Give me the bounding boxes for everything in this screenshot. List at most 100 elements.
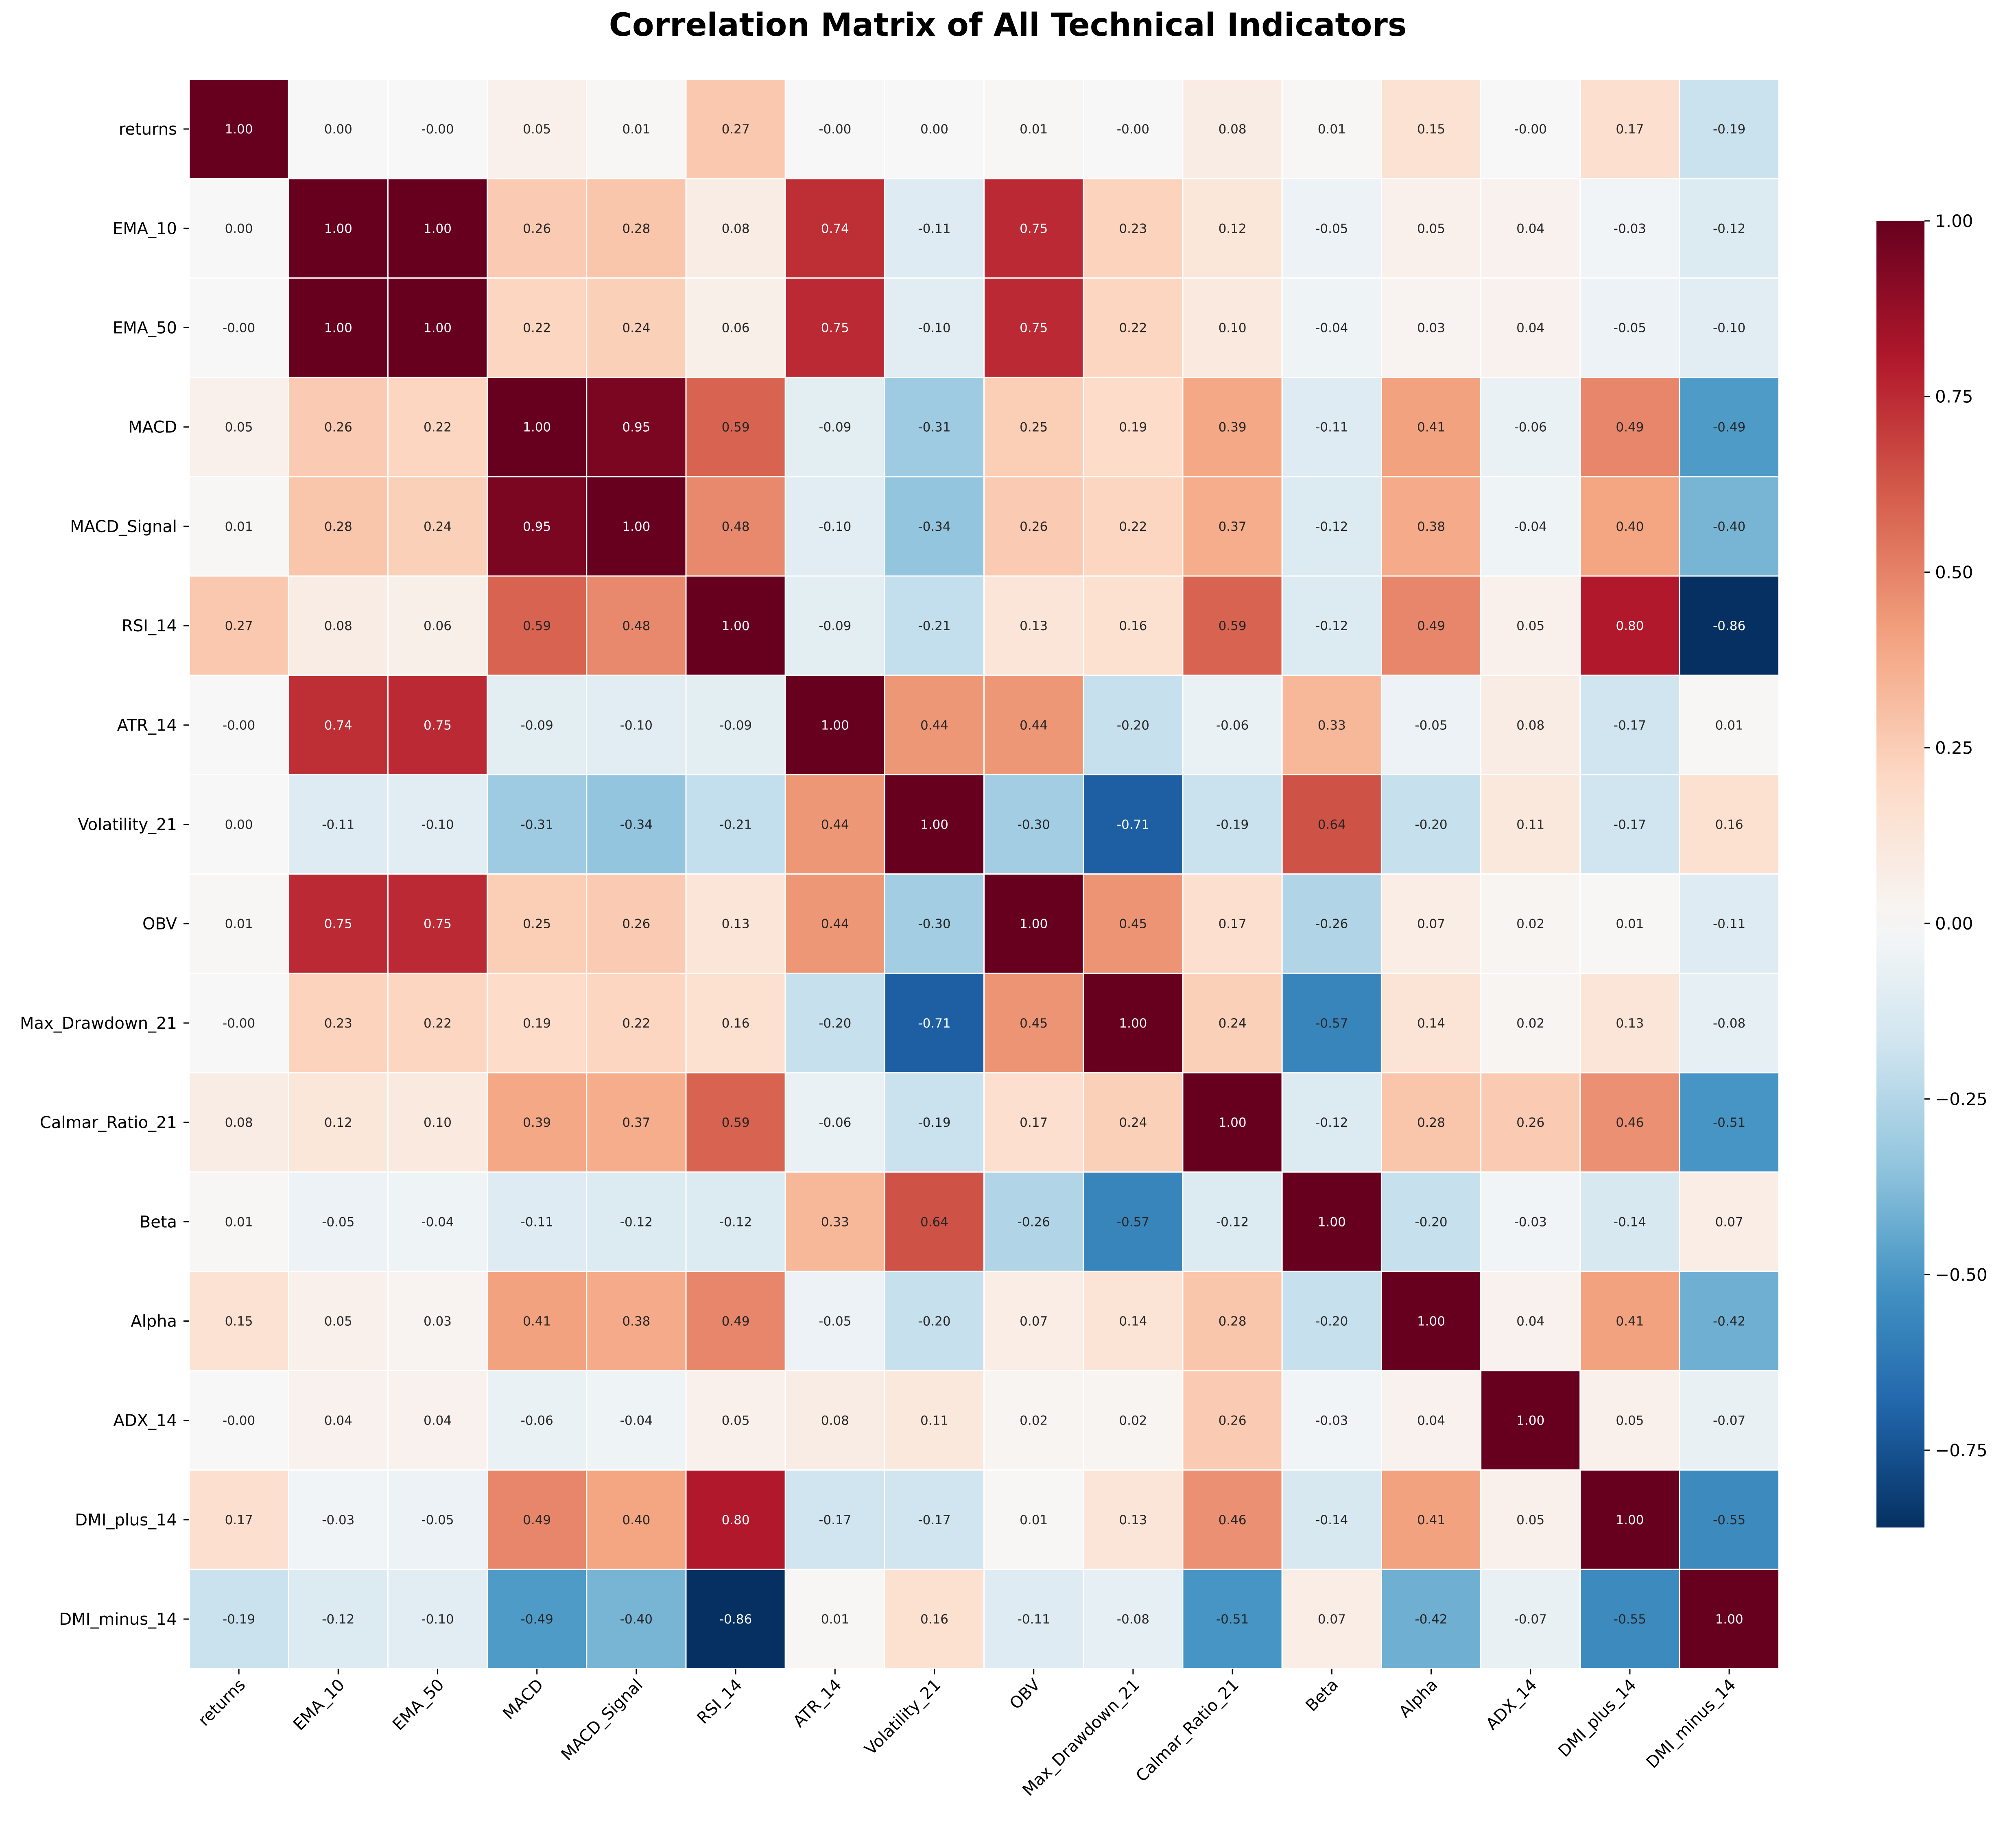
- cell-value-label: 0.80: [1616, 619, 1644, 633]
- cell-value-label: 0.07: [1318, 1612, 1346, 1627]
- cell-value-label: -0.17: [1614, 718, 1646, 733]
- cell-value-label: 0.26: [523, 221, 551, 236]
- cell-value-label: 0.48: [622, 619, 650, 633]
- cell-value-label: -0.12: [322, 1612, 354, 1627]
- cell-value-label: 0.17: [225, 1513, 253, 1527]
- heatmap-cell: [188, 178, 289, 279]
- colorbar-tick-label: 0.75: [1935, 387, 1973, 407]
- heatmap-cell: [1083, 1072, 1184, 1173]
- heatmap-cell: [1480, 1469, 1581, 1570]
- cell-value-label: -0.12: [1315, 1115, 1348, 1130]
- cell-value-label: 1.00: [1715, 1612, 1743, 1627]
- heatmap-cell: [487, 1370, 588, 1471]
- heatmap-cell: [586, 1569, 687, 1669]
- cell-value-label: -0.14: [1614, 1215, 1646, 1229]
- heatmap-cell: [387, 377, 488, 478]
- heatmap-cell: [884, 1270, 985, 1372]
- cell-value-label: 0.44: [821, 818, 849, 832]
- heatmap-cell: [1679, 476, 1780, 577]
- cell-value-label: -0.40: [620, 1612, 653, 1627]
- cell-value-label: 0.13: [722, 917, 750, 932]
- cell-value-label: -0.55: [1713, 1513, 1745, 1527]
- y-tick-label: ATR_14: [117, 716, 177, 735]
- heatmap-cell: [487, 973, 588, 1074]
- cell-value-label: 0.08: [722, 221, 750, 236]
- cell-value-label: 0.26: [622, 917, 650, 932]
- heatmap-cell: [1281, 1072, 1382, 1173]
- heatmap-cell: [288, 774, 389, 875]
- heatmap-cell: [1281, 575, 1382, 676]
- cell-value-label: 0.07: [1417, 917, 1445, 932]
- cell-value-label: 0.27: [225, 619, 253, 633]
- y-tick-label: Max_Drawdown_21: [20, 1014, 177, 1033]
- heatmap-cell: [288, 178, 389, 279]
- cell-value-label: 0.08: [225, 1115, 253, 1130]
- heatmap-cell: [1480, 774, 1581, 875]
- cell-value-label: -0.09: [521, 718, 553, 733]
- cell-value-label: 0.75: [821, 321, 849, 336]
- heatmap-cell: [188, 774, 289, 875]
- heatmap-cell: [685, 873, 786, 974]
- cell-value-label: -0.12: [1315, 519, 1348, 534]
- heatmap-cell: [487, 674, 588, 775]
- cell-value-label: 0.07: [1020, 1314, 1048, 1329]
- cell-value-label: -0.20: [819, 1016, 851, 1031]
- cell-value-label: 0.46: [1616, 1115, 1644, 1130]
- heatmap-cell: [1380, 973, 1482, 1074]
- cell-value-label: -0.09: [719, 718, 752, 733]
- heatmap-cell: [784, 1171, 885, 1272]
- colorbar-tick-label: −0.25: [1935, 1089, 1988, 1109]
- cell-value-label: -0.21: [918, 619, 950, 633]
- cell-value-label: -0.11: [1315, 420, 1348, 435]
- heatmap-cell: [1182, 1469, 1283, 1570]
- cell-value-label: -0.00: [223, 1016, 255, 1031]
- heatmap-cell: [1380, 476, 1482, 577]
- heatmap-cell: [1182, 774, 1283, 875]
- cell-value-label: -0.19: [1713, 122, 1745, 137]
- cell-value-label: -0.19: [918, 1115, 950, 1130]
- cell-value-label: -0.05: [819, 1314, 851, 1329]
- cell-value-label: -0.04: [1315, 321, 1348, 336]
- cell-value-label: 0.49: [1417, 619, 1445, 633]
- heatmap-cell: [586, 674, 687, 775]
- cell-value-label: 0.41: [1616, 1314, 1644, 1329]
- heatmap-cell: [1281, 1171, 1382, 1272]
- cell-value-label: 0.75: [324, 917, 352, 932]
- cell-value-label: 0.59: [722, 1115, 750, 1130]
- cell-value-label: -0.04: [620, 1414, 653, 1428]
- heatmap-cell: [487, 1072, 588, 1173]
- heatmap-cell: [1380, 674, 1482, 775]
- cell-value-label: -0.10: [421, 1612, 454, 1627]
- cell-value-label: 0.75: [1020, 221, 1048, 236]
- y-tick-label: MACD_Signal: [70, 517, 177, 536]
- heatmap-cell: [1480, 1171, 1581, 1272]
- heatmap-cell: [1579, 476, 1680, 577]
- cell-value-label: 1.00: [424, 221, 452, 236]
- cell-value-label: -0.17: [1614, 818, 1646, 832]
- heatmap-cell: [1380, 1072, 1482, 1173]
- heatmap-cell: [983, 79, 1084, 179]
- heatmap-cell: [1679, 1469, 1780, 1570]
- cell-value-label: -0.00: [421, 122, 454, 137]
- heatmap-cell: [487, 1469, 588, 1570]
- heatmap-cell: [586, 1171, 687, 1272]
- cell-value-label: -0.17: [819, 1513, 851, 1527]
- cell-value-label: -0.30: [918, 917, 950, 932]
- heatmap-cell: [288, 674, 389, 775]
- heatmap-cell: [884, 674, 985, 775]
- cell-value-label: 1.00: [1020, 917, 1048, 932]
- heatmap-cell: [387, 178, 488, 279]
- heatmap-cell: [1083, 1270, 1184, 1372]
- heatmap-cell: [387, 476, 488, 577]
- heatmap-cell: [1380, 1171, 1482, 1272]
- heatmap-cell: [487, 774, 588, 875]
- cell-value-label: 0.01: [1020, 1513, 1048, 1527]
- heatmap-cell: [1679, 973, 1780, 1074]
- cell-value-label: 0.40: [622, 1513, 650, 1527]
- heatmap-cell: [1182, 1569, 1283, 1669]
- heatmap-cell: [1480, 1270, 1581, 1372]
- cell-value-label: -0.10: [1713, 321, 1745, 336]
- cell-value-label: 1.00: [1219, 1115, 1247, 1130]
- cell-value-label: 0.05: [722, 1414, 750, 1428]
